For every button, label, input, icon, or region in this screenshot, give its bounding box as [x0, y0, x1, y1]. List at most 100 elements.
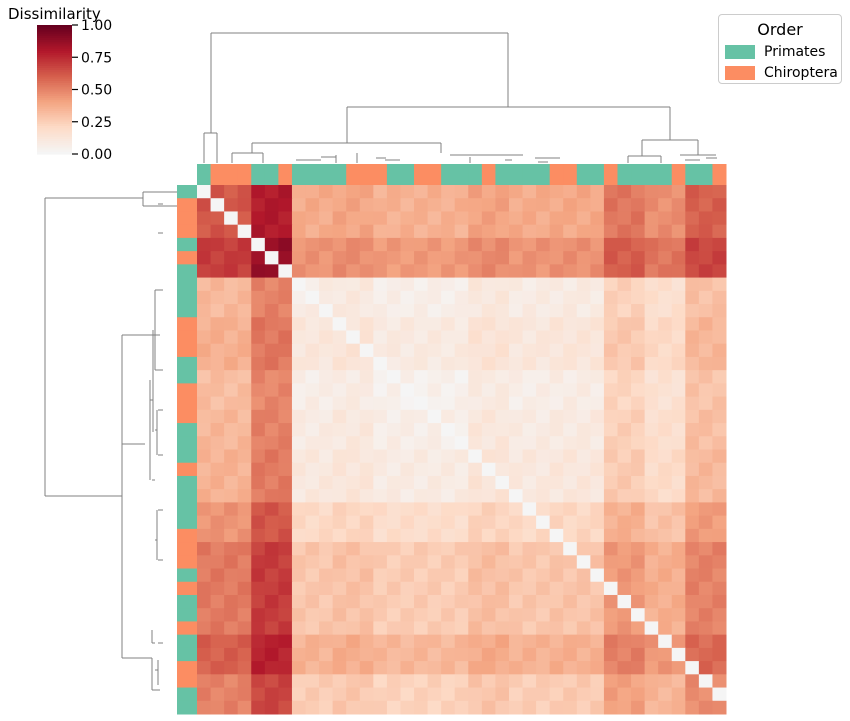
heatmap-cell	[305, 475, 320, 490]
heatmap-cell	[305, 330, 320, 345]
heatmap-cell	[631, 475, 646, 490]
heatmap-cell	[644, 224, 659, 239]
heatmap-cell	[224, 700, 239, 715]
heatmap-cell	[481, 277, 496, 292]
heatmap-cell	[346, 198, 361, 212]
heatmap-cell	[197, 502, 212, 517]
heatmap-cell	[427, 502, 442, 517]
heatmap-cell	[427, 383, 442, 398]
heatmap-cell	[712, 224, 727, 239]
heatmap-cell	[251, 211, 266, 226]
heatmap-cell	[373, 317, 388, 331]
heatmap-cell	[685, 185, 700, 199]
heatmap-cell	[373, 528, 388, 543]
heatmap-cell	[400, 594, 415, 609]
heatmap-cell	[590, 211, 605, 226]
heatmap-cell	[495, 198, 510, 212]
heatmap-cell	[508, 198, 524, 212]
heatmap-cell	[468, 356, 483, 371]
heatmap-cell	[210, 542, 225, 556]
heatmap-cell	[224, 251, 239, 265]
heatmap-cell	[522, 634, 537, 649]
heatmap-cell	[400, 608, 415, 622]
heatmap-cell	[414, 489, 429, 503]
heatmap-cell	[441, 290, 456, 305]
heatmap-cell	[373, 290, 388, 305]
heatmap-cell	[617, 634, 632, 649]
heatmap-cell	[319, 237, 334, 252]
heatmap-cell	[278, 647, 293, 662]
heatmap-cell	[278, 436, 293, 450]
heatmap-cell	[712, 343, 727, 358]
heatmap-cell	[590, 436, 605, 450]
heatmap-cell	[278, 224, 293, 239]
heatmap-cell	[631, 502, 646, 517]
heatmap-cell	[454, 528, 469, 543]
heatmap-cell	[508, 330, 524, 345]
heatmap-cell	[454, 423, 469, 437]
heatmap-cell	[224, 661, 239, 675]
heatmap-cell	[264, 423, 279, 437]
heatmap-cell	[536, 317, 551, 331]
heatmap-cell	[685, 356, 700, 371]
heatmap-cell	[685, 634, 700, 649]
heatmap-cell	[631, 211, 646, 226]
heatmap-cell	[441, 251, 456, 265]
heatmap-cell	[603, 475, 618, 490]
heatmap-cell	[386, 224, 401, 239]
heatmap-cell	[712, 290, 727, 305]
heatmap-cell	[332, 211, 347, 226]
heatmap-cell	[346, 608, 361, 622]
heatmap-cell	[590, 502, 605, 517]
heatmap-cell	[346, 674, 361, 689]
heatmap-cell	[414, 542, 429, 556]
heatmap-cell	[536, 647, 551, 662]
heatmap-cell	[495, 568, 510, 583]
heatmap-cell	[346, 343, 361, 358]
heatmap-cell	[508, 700, 524, 715]
heatmap-cell	[441, 661, 456, 675]
heatmap-cell	[210, 528, 225, 543]
heatmap-cell	[454, 317, 469, 331]
heatmap-cell	[237, 185, 252, 199]
heatmap-cell	[359, 317, 374, 331]
heatmap-cell	[291, 475, 307, 490]
heatmap-cell	[658, 356, 673, 371]
heatmap-cell	[386, 528, 401, 543]
heatmap-cell	[495, 502, 510, 517]
colorbar-gradient-segment	[37, 48, 72, 52]
heatmap-cell	[617, 185, 632, 199]
heatmap-cell	[617, 489, 632, 503]
heatmap-cell	[658, 317, 673, 331]
heatmap-cell	[685, 475, 700, 490]
heatmap-cell	[197, 356, 212, 371]
heatmap-cell	[237, 370, 252, 384]
heatmap-cell	[576, 211, 591, 226]
heatmap-cell	[373, 211, 388, 226]
heatmap-cell	[631, 542, 646, 556]
heatmap-cell	[441, 581, 456, 596]
heatmap-cell	[305, 700, 320, 715]
heatmap-cell	[386, 198, 401, 212]
heatmap-cell	[603, 264, 618, 279]
heatmap-cell	[332, 621, 347, 636]
column-color-cell	[386, 164, 401, 185]
heatmap-cell	[698, 330, 713, 345]
heatmap-cell	[400, 528, 415, 543]
heatmap-cell	[576, 436, 591, 450]
heatmap-cell	[210, 634, 225, 649]
heatmap-cell	[658, 224, 673, 239]
heatmap-cell	[712, 634, 727, 649]
row-color-cell	[177, 700, 197, 715]
heatmap-cell	[698, 409, 713, 424]
heatmap-cell	[495, 304, 510, 318]
heatmap-cell	[359, 555, 374, 570]
heatmap-cell	[508, 304, 524, 318]
heatmap-cell	[386, 370, 401, 384]
heatmap-cell	[495, 317, 510, 331]
colorbar-gradient-segment	[37, 108, 72, 112]
heatmap-cell	[441, 330, 456, 345]
heatmap-cell	[441, 423, 456, 437]
colorbar-gradient-segment	[37, 46, 72, 50]
heatmap-cell	[305, 277, 320, 292]
